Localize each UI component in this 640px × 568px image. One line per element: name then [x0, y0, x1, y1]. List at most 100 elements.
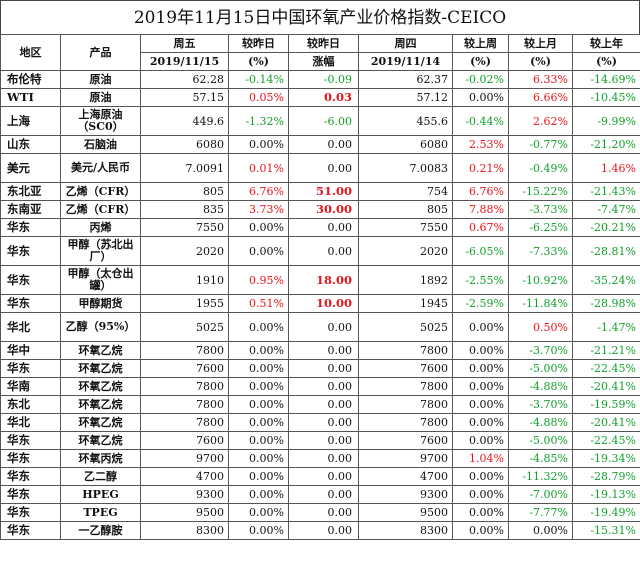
cell-vs-last-week: 7.88%: [452, 200, 509, 219]
table-row: 上海 上海原油（SC0） 449.6 -1.32% -6.00 455.6 -0.44% 2.…: [0, 106, 640, 136]
cell-vs-prev-day-change: 0.00: [288, 395, 359, 414]
cell-vs-last-week: 0.00%: [452, 341, 509, 360]
cell-region: 布伦特: [0, 70, 61, 89]
cell-vs-last-week: 0.00%: [452, 88, 509, 107]
cell-vs-last-week: 0.00%: [452, 413, 509, 432]
cell-vs-last-year: -10.45%: [572, 88, 640, 107]
table-row: 华中 环氧乙烷 7800 0.00% 0.00 7800 0.00% -3.70% -21.21…: [0, 341, 640, 360]
cell-thu-price: 754: [358, 182, 453, 201]
cell-thu-price: 7800: [358, 377, 453, 396]
cell-vs-last-month: 0.00%: [508, 521, 573, 540]
cell-fri-price: 5025: [140, 312, 229, 342]
table-row: 布伦特 原油 62.28 -0.14% -0.09 62.37 -0.02% 6.33% -14…: [0, 70, 640, 89]
cell-vs-last-month: -11.32%: [508, 467, 573, 486]
cell-product: 环氧乙烷: [60, 431, 141, 450]
cell-vs-last-week: 0.00%: [452, 395, 509, 414]
cell-thu-price: 455.6: [358, 106, 453, 136]
cell-vs-prev-day-change: 0.00: [288, 312, 359, 342]
header-vs-prev-day-change-unit: 涨幅: [288, 52, 359, 71]
cell-product: 美元/人民币: [60, 153, 141, 183]
cell-product: 甲醇（太仓出罐）: [60, 265, 141, 295]
cell-vs-last-month: -3.73%: [508, 200, 573, 219]
cell-vs-prev-day-pct: 0.51%: [228, 294, 289, 313]
cell-vs-last-week: 0.00%: [452, 431, 509, 450]
cell-vs-last-year: -19.34%: [572, 449, 640, 468]
table-row: 华东 一乙醇胺 8300 0.00% 0.00 8300 0.00% 0.00% -15.31%: [0, 521, 640, 540]
cell-vs-prev-day-pct: 0.00%: [228, 485, 289, 504]
cell-fri-price: 9700: [140, 449, 229, 468]
cell-vs-last-month: -7.33%: [508, 236, 573, 266]
cell-vs-last-month: -4.88%: [508, 413, 573, 432]
header-vs-last-year: 较上年: [572, 34, 640, 53]
table-header: 地区 产品 周五 较昨日 较昨日 周四 较上周 较上月 较上年 2019/11/…: [0, 34, 640, 71]
cell-fri-price: 57.15: [140, 88, 229, 107]
cell-vs-prev-day-change: 0.00: [288, 521, 359, 540]
cell-vs-last-month: -11.84%: [508, 294, 573, 313]
cell-vs-last-year: -22.45%: [572, 431, 640, 450]
table-row: 华东 HPEG 9300 0.00% 0.00 9300 0.00% -7.00% -19.13…: [0, 485, 640, 504]
cell-region: 华东: [0, 265, 61, 295]
cell-vs-last-week: -2.55%: [452, 265, 509, 295]
price-index-table: 地区 产品 周五 较昨日 较昨日 周四 较上周 较上月 较上年 2019/11/…: [0, 34, 640, 540]
header-vs-prev-day-pct: 较昨日: [228, 34, 289, 53]
cell-vs-prev-day-change: -6.00: [288, 106, 359, 136]
cell-product: TPEG: [60, 503, 141, 522]
cell-product: 甲醇（苏北出厂）: [60, 236, 141, 266]
cell-thu-price: 2020: [358, 236, 453, 266]
cell-fri-price: 7600: [140, 359, 229, 378]
cell-vs-last-month: -7.00%: [508, 485, 573, 504]
table-row: 山东 石脑油 6080 0.00% 0.00 6080 2.53% -0.77% -21.20%: [0, 135, 640, 154]
cell-vs-prev-day-change: 0.00: [288, 218, 359, 237]
cell-product: 环氧乙烷: [60, 341, 141, 360]
cell-vs-last-week: 0.21%: [452, 153, 509, 183]
cell-vs-prev-day-change: 0.00: [288, 449, 359, 468]
table-row: 华东 乙二醇 4700 0.00% 0.00 4700 0.00% -11.32% -28.79…: [0, 467, 640, 486]
cell-thu-price: 7800: [358, 395, 453, 414]
cell-product: 环氧乙烷: [60, 413, 141, 432]
cell-product: 丙烯: [60, 218, 141, 237]
cell-vs-prev-day-change: 0.00: [288, 341, 359, 360]
cell-vs-last-week: 0.00%: [452, 503, 509, 522]
cell-vs-last-month: -15.22%: [508, 182, 573, 201]
cell-fri-price: 2020: [140, 236, 229, 266]
cell-vs-last-year: -35.24%: [572, 265, 640, 295]
cell-vs-last-month: -5.00%: [508, 359, 573, 378]
cell-vs-last-year: -19.59%: [572, 395, 640, 414]
table-row: 华南 环氧乙烷 7800 0.00% 0.00 7800 0.00% -4.88% -20.41…: [0, 377, 640, 396]
cell-vs-prev-day-pct: 6.76%: [228, 182, 289, 201]
cell-region: 东北亚: [0, 182, 61, 201]
cell-vs-last-month: -6.25%: [508, 218, 573, 237]
cell-vs-prev-day-pct: 0.00%: [228, 395, 289, 414]
cell-vs-prev-day-pct: 0.00%: [228, 521, 289, 540]
header-fri-date: 2019/11/15: [140, 52, 229, 71]
cell-vs-prev-day-pct: 0.00%: [228, 359, 289, 378]
cell-thu-price: 1892: [358, 265, 453, 295]
table-row: 华东 甲醇（苏北出厂） 2020 0.00% 0.00 2020 -6.05% -7.33% -…: [0, 236, 640, 266]
cell-vs-last-year: -15.31%: [572, 521, 640, 540]
cell-product: 环氧乙烷: [60, 377, 141, 396]
cell-vs-last-month: 6.33%: [508, 70, 573, 89]
cell-thu-price: 1945: [358, 294, 453, 313]
cell-vs-last-year: -1.47%: [572, 312, 640, 342]
cell-region: 华南: [0, 377, 61, 396]
cell-thu-price: 6080: [358, 135, 453, 154]
cell-vs-last-week: 6.76%: [452, 182, 509, 201]
cell-product: 环氧乙烷: [60, 395, 141, 414]
cell-vs-last-week: -0.02%: [452, 70, 509, 89]
page-title: 2019年11月15日中国环氧产业价格指数-CEICO: [0, 0, 640, 34]
table-row: WTI 原油 57.15 0.05% 0.03 57.12 0.00% 6.66% -10.45…: [0, 88, 640, 107]
cell-vs-last-year: -7.47%: [572, 200, 640, 219]
cell-vs-prev-day-pct: 0.00%: [228, 218, 289, 237]
cell-thu-price: 7.0083: [358, 153, 453, 183]
cell-region: WTI: [0, 88, 61, 107]
cell-product: 乙烯（CFR）: [60, 182, 141, 201]
cell-product: 原油: [60, 70, 141, 89]
cell-vs-last-month: -10.92%: [508, 265, 573, 295]
cell-vs-last-month: -3.70%: [508, 395, 573, 414]
cell-vs-prev-day-change: 18.00: [288, 265, 359, 295]
cell-vs-prev-day-pct: -0.14%: [228, 70, 289, 89]
header-product: 产品: [60, 34, 141, 71]
cell-product: 乙醇（95%）: [60, 312, 141, 342]
cell-vs-prev-day-change: 0.00: [288, 236, 359, 266]
table-row: 华东 甲醇（太仓出罐） 1910 0.95% 18.00 1892 -2.55% -10.92…: [0, 265, 640, 295]
